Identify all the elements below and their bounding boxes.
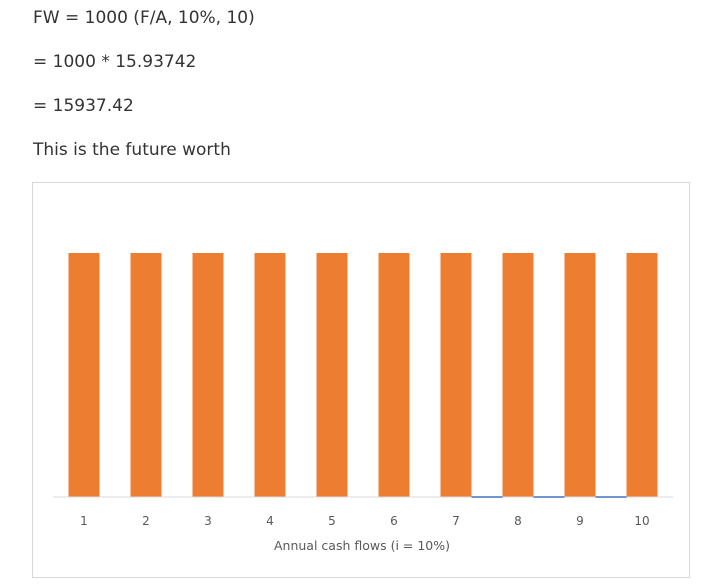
chart-svg: 1 2 3 4 5 6 7 8 9 10 Annual cash flows (i = 10%) — [53, 253, 673, 553]
bar-10 — [626, 253, 658, 497]
bar-9 — [564, 253, 596, 497]
x-tick-label: 6 — [390, 514, 398, 528]
equation-line-3: = 15937.42 — [33, 96, 134, 116]
x-tick-label: 10 — [634, 514, 649, 528]
equation-line-2: = 1000 * 15.93742 — [33, 52, 197, 72]
bar-4 — [254, 253, 286, 497]
conclusion-text: This is the future worth — [33, 140, 231, 160]
bar-5 — [316, 253, 348, 497]
x-tick-label: 8 — [514, 514, 522, 528]
x-axis-title: Annual cash flows (i = 10%) — [274, 538, 450, 553]
x-tick-label: 4 — [266, 514, 274, 528]
bar-1 — [68, 253, 100, 497]
x-tick-label: 5 — [328, 514, 336, 528]
x-tick-label: 9 — [576, 514, 584, 528]
x-tick-label: 7 — [452, 514, 460, 528]
bar-2 — [130, 253, 162, 497]
bar-3 — [192, 253, 224, 497]
bar-7 — [440, 253, 472, 497]
x-tick-label: 3 — [204, 514, 212, 528]
bar-6 — [378, 253, 410, 497]
x-tick-label: 2 — [142, 514, 150, 528]
x-tick-label: 1 — [80, 514, 88, 528]
equation-line-1: FW = 1000 (F/A, 10%, 10) — [33, 8, 255, 28]
bar-8 — [502, 253, 534, 497]
cash-flow-chart: 1 2 3 4 5 6 7 8 9 10 Annual cash flows (i = 10%) — [32, 182, 690, 578]
